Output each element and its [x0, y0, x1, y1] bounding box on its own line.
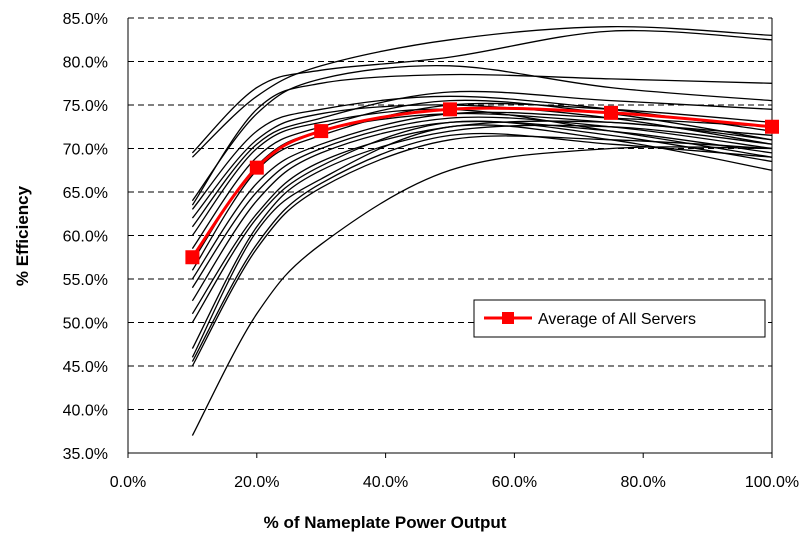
average-series-marker [765, 119, 779, 134]
y-axis-title: % Efficiency [13, 185, 32, 286]
legend: Average of All Servers [473, 299, 766, 338]
server-series-line [191, 104, 773, 219]
y-tick-label: 50.0% [63, 316, 108, 333]
x-tick-label: 20.0% [234, 474, 279, 491]
average-series-marker [443, 102, 457, 117]
average-series-marker [604, 105, 618, 120]
server-series-line [191, 120, 773, 315]
server-series-line [191, 73, 773, 206]
server-series-line [191, 29, 773, 154]
server-series-line [191, 124, 773, 349]
average-series-marker [314, 124, 329, 139]
y-axis-ticks: 35.0% 40.0% 45.0% 50.0% 55.0% 60.0% 65.0% 70.0%… [63, 11, 108, 463]
server-series-line [191, 146, 773, 436]
legend-marker [502, 312, 514, 324]
server-series-group [191, 26, 773, 436]
average-series-marker [185, 250, 200, 265]
server-series-line [191, 102, 773, 271]
server-series-line [191, 120, 773, 323]
server-series-line [191, 90, 773, 228]
x-tick-label: 100.0% [745, 474, 799, 491]
y-tick-label: 70.0% [63, 142, 108, 159]
server-series-line [191, 132, 773, 362]
x-tick-label: 0.0% [110, 474, 146, 491]
y-tick-label: 75.0% [63, 98, 108, 115]
server-series-line [191, 26, 773, 158]
x-axis-ticks: 0.0% 20.0% 40.0% 60.0% 80.0% 100.0% [110, 453, 799, 491]
x-tick-label: 80.0% [621, 474, 666, 491]
y-tick-label: 65.0% [63, 185, 108, 202]
server-series-line [191, 116, 773, 289]
server-series-line [191, 120, 773, 302]
server-series-line [191, 135, 773, 367]
y-tick-label: 85.0% [63, 11, 108, 28]
y-tick-label: 40.0% [63, 403, 108, 420]
y-tick-label: 55.0% [63, 272, 108, 289]
y-tick-label: 60.0% [63, 229, 108, 246]
x-tick-label: 40.0% [363, 474, 408, 491]
y-tick-label: 35.0% [63, 446, 108, 463]
server-series-line [191, 95, 773, 210]
average-series-marker [249, 160, 264, 175]
server-series-line [191, 64, 773, 202]
y-tick-label: 45.0% [63, 359, 108, 376]
x-tick-label: 60.0% [492, 474, 537, 491]
server-series-line [191, 111, 773, 280]
server-series-line [191, 124, 773, 358]
average-series-group [185, 102, 779, 265]
legend-label: Average of All Servers [538, 311, 696, 328]
server-series-line [191, 99, 773, 249]
average-series-line [191, 106, 773, 259]
x-axis-title: % of Nameplate Power Output [264, 513, 507, 532]
y-tick-label: 80.0% [63, 55, 108, 72]
